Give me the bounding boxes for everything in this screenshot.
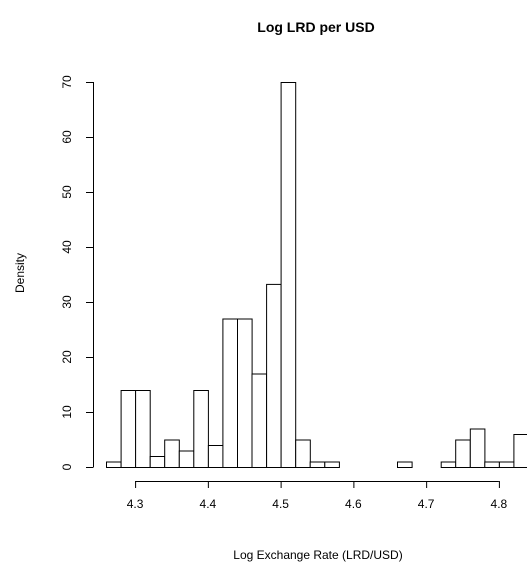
x-tick-label-5: 4.8 bbox=[491, 497, 508, 511]
histogram-bar-2 bbox=[135, 390, 151, 468]
y-tick-label-0: 0 bbox=[60, 463, 74, 470]
histogram-bar-4 bbox=[164, 439, 180, 468]
histogram-bar-23 bbox=[440, 461, 457, 468]
histogram-bar-0 bbox=[106, 461, 122, 468]
x-tick-label-3: 4.6 bbox=[345, 497, 362, 511]
histogram-bar-1 bbox=[120, 390, 137, 468]
histogram-bar-6 bbox=[193, 390, 209, 468]
y-tick-label-2: 20 bbox=[60, 350, 74, 364]
histogram-bar-25 bbox=[469, 428, 486, 468]
y-tick-label-5: 50 bbox=[60, 185, 74, 199]
histogram-bar-15 bbox=[324, 461, 340, 468]
x-axis: 4.3 4.4 4.5 4.6 4.7 4.8 bbox=[127, 481, 508, 511]
histogram-bar-14 bbox=[309, 461, 326, 468]
histogram-bar-28 bbox=[513, 434, 527, 468]
histogram-bar-11 bbox=[266, 283, 282, 468]
histogram-bar-27 bbox=[498, 461, 515, 468]
chart-title: Log LRD per USD bbox=[257, 19, 374, 35]
y-tick-label-3: 30 bbox=[60, 295, 74, 309]
y-axis: 0 10 20 30 40 50 60 70 bbox=[60, 75, 94, 470]
histogram-bar-7 bbox=[207, 445, 224, 468]
histogram-bar-12 bbox=[280, 82, 297, 468]
histogram-bar-5 bbox=[178, 450, 195, 468]
bars-layer bbox=[106, 82, 527, 468]
x-tick-label-4: 4.7 bbox=[418, 497, 435, 511]
histogram-bar-13 bbox=[295, 439, 311, 468]
histogram-bar-26 bbox=[484, 461, 500, 468]
histogram-bar-24 bbox=[455, 439, 471, 468]
x-tick-label-1: 4.4 bbox=[200, 497, 217, 511]
histogram-bar-20 bbox=[397, 461, 413, 468]
histogram-bar-8 bbox=[222, 318, 238, 468]
x-axis-title: Log Exchange Rate (LRD/USD) bbox=[233, 548, 402, 562]
histogram-bar-10 bbox=[251, 373, 268, 468]
histogram-bar-3 bbox=[149, 456, 166, 468]
y-tick-label-7: 70 bbox=[60, 75, 74, 89]
y-tick-label-6: 60 bbox=[60, 130, 74, 144]
y-tick-label-4: 40 bbox=[60, 240, 74, 254]
histogram-bar-9 bbox=[237, 318, 253, 468]
y-tick-label-1: 10 bbox=[60, 405, 74, 419]
x-tick-label-0: 4.3 bbox=[127, 497, 144, 511]
y-axis-title: Density bbox=[13, 253, 27, 293]
x-tick-label-2: 4.5 bbox=[272, 497, 289, 511]
